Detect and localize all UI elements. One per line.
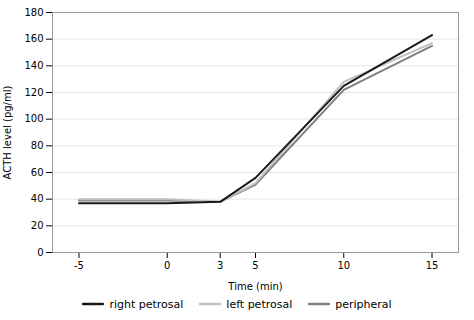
svg-text:80: 80 bbox=[31, 140, 44, 151]
svg-text:5: 5 bbox=[252, 260, 258, 271]
svg-text:-5: -5 bbox=[74, 260, 84, 271]
svg-text:0: 0 bbox=[164, 260, 170, 271]
svg-text:20: 20 bbox=[31, 220, 44, 231]
svg-text:140: 140 bbox=[24, 60, 43, 71]
svg-text:60: 60 bbox=[31, 167, 44, 178]
svg-text:100: 100 bbox=[24, 113, 43, 124]
svg-text:160: 160 bbox=[24, 33, 43, 44]
html-text:peripheral: peripheral bbox=[335, 297, 392, 311]
svg-text:ACTH level (pg/ml): ACTH level (pg/ml) bbox=[2, 86, 13, 180]
svg-text:3: 3 bbox=[217, 260, 223, 271]
html-text:left petrosal: left petrosal bbox=[226, 297, 293, 311]
svg-text:0: 0 bbox=[37, 247, 43, 258]
svg-text:180: 180 bbox=[24, 7, 43, 18]
svg-text:120: 120 bbox=[24, 87, 43, 98]
svg-text:Time (min): Time (min) bbox=[227, 281, 282, 292]
svg-text:10: 10 bbox=[337, 260, 350, 271]
svg-text:40: 40 bbox=[31, 193, 44, 204]
svg-text:15: 15 bbox=[426, 260, 439, 271]
html-text:right petrosal: right petrosal bbox=[109, 297, 184, 311]
